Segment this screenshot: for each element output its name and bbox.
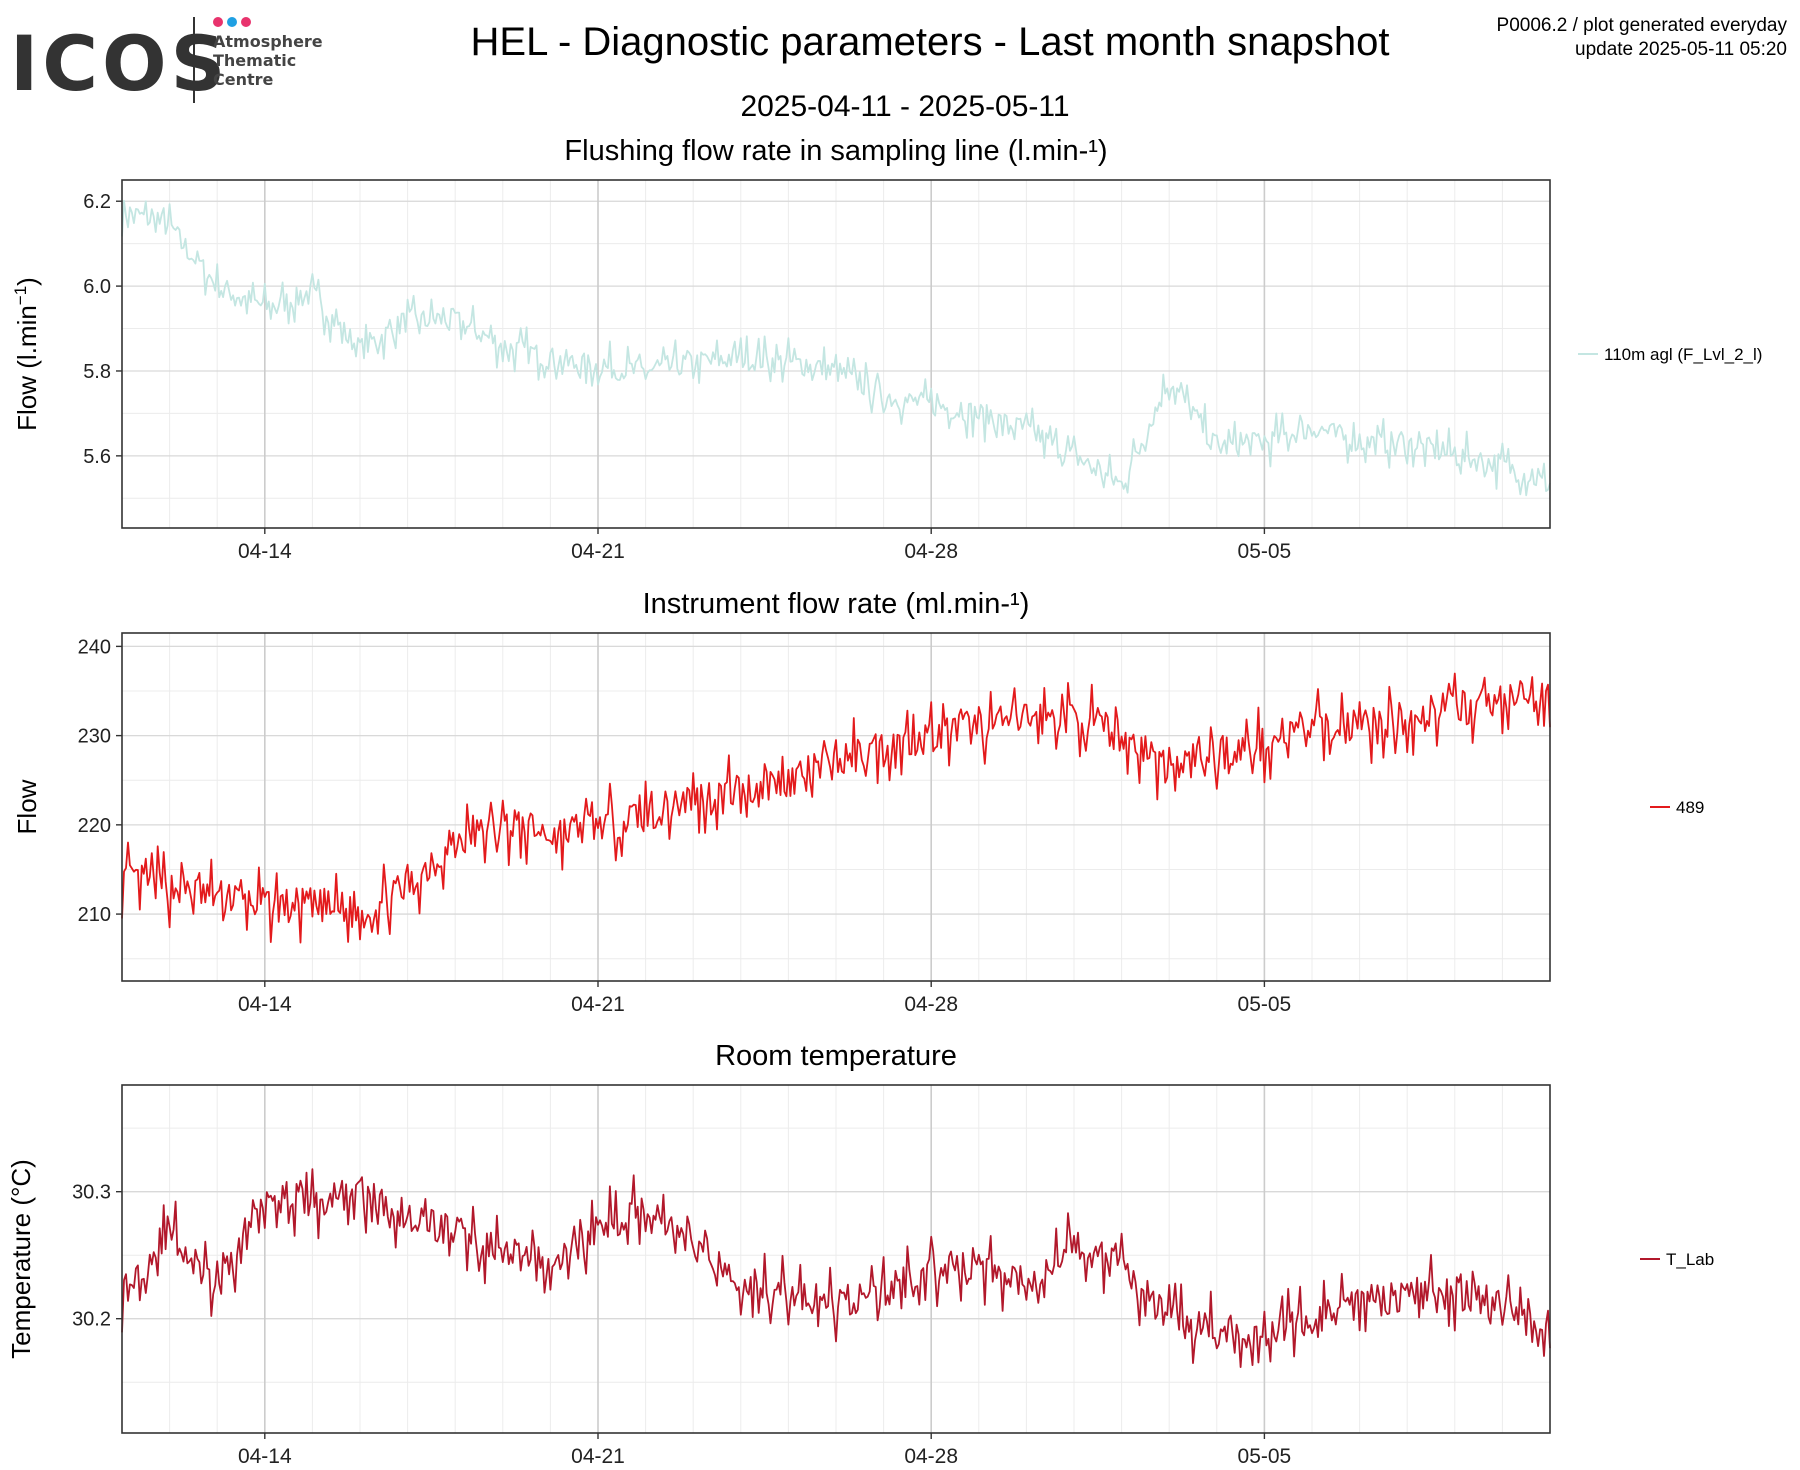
chart-title: Instrument flow rate (ml.min-¹): [643, 588, 1030, 620]
logo-subtitle: Atmosphere Thematic Centre: [213, 32, 323, 89]
logo-dot: [241, 17, 251, 27]
y-axis-label: Flow (l.min−1): [11, 277, 42, 431]
y-tick-label: 5.6: [83, 446, 111, 468]
y-axis-label: Temperature (°C): [6, 1159, 36, 1359]
plot-frame: [121, 632, 1551, 982]
plot-frame: [121, 179, 1551, 529]
y-tick-label: 5.8: [83, 361, 111, 383]
series-line: [121, 672, 1551, 944]
logo-dot: [227, 17, 237, 27]
series-line: [121, 1168, 1551, 1368]
logo-wordmark: ICOS: [10, 19, 230, 108]
x-tick-label: 04-28: [904, 540, 958, 563]
meta-update-time: update 2025-05-11 05:20: [1575, 39, 1787, 60]
y-tick-label: 30.3: [72, 1182, 111, 1204]
y-tick-label: 6.2: [83, 191, 111, 213]
chart-title: Flushing flow rate in sampling line (l.m…: [564, 135, 1107, 167]
page-title: HEL - Diagnostic parameters - Last month…: [470, 20, 1390, 64]
chart-panel-2: Instrument flow rate (ml.min-¹) 489 210 220…: [12, 588, 1704, 1016]
y-tick-label: 6.0: [83, 276, 111, 298]
y-tick-label: 30.2: [72, 1309, 111, 1331]
x-tick-label: 04-21: [571, 1445, 625, 1468]
logo-dots-icon: [213, 17, 251, 27]
logo-dot: [213, 17, 223, 27]
x-tick-label: 04-21: [571, 993, 625, 1016]
y-tick-label: 210: [78, 904, 111, 926]
logo-divider: [193, 17, 195, 103]
y-tick-label: 240: [78, 636, 111, 658]
legend-label: 110m agl (F_Lvl_2_l): [1604, 345, 1762, 364]
legend-label: T_Lab: [1666, 1250, 1714, 1269]
x-tick-label: 04-14: [238, 1445, 292, 1468]
x-tick-label: 04-14: [238, 993, 292, 1016]
chart-panel-3: Room temperature T_Lab 30.2 30.3 04-14 04-21 0…: [6, 1040, 1714, 1468]
y-axis-label: Flow: [12, 779, 42, 834]
icos-logo: ICOS Atmosphere Thematic Centre: [10, 14, 330, 106]
plot-meta: P0006.2 / plot generated everyday update…: [1497, 14, 1787, 62]
x-tick-label: 04-21: [571, 540, 625, 563]
meta-plot-id: P0006.2 / plot generated everyday: [1496, 15, 1787, 36]
date-range: 2025-04-11 - 2025-05-11: [740, 90, 1070, 123]
y-tick-label: 230: [78, 726, 111, 748]
legend-label: 489: [1676, 798, 1704, 817]
x-tick-label: 05-05: [1238, 1445, 1292, 1468]
x-tick-label: 04-28: [904, 1445, 958, 1468]
series-line: [121, 199, 1551, 497]
plot-frame: [121, 1084, 1551, 1434]
chart-panel-1: Flushing flow rate in sampling line (l.m…: [11, 135, 1762, 563]
y-tick-label: 220: [78, 815, 111, 837]
x-tick-label: 05-05: [1238, 540, 1292, 563]
x-tick-label: 04-14: [238, 540, 292, 563]
x-tick-label: 04-28: [904, 993, 958, 1016]
x-tick-label: 05-05: [1238, 993, 1292, 1016]
chart-title: Room temperature: [715, 1040, 957, 1072]
